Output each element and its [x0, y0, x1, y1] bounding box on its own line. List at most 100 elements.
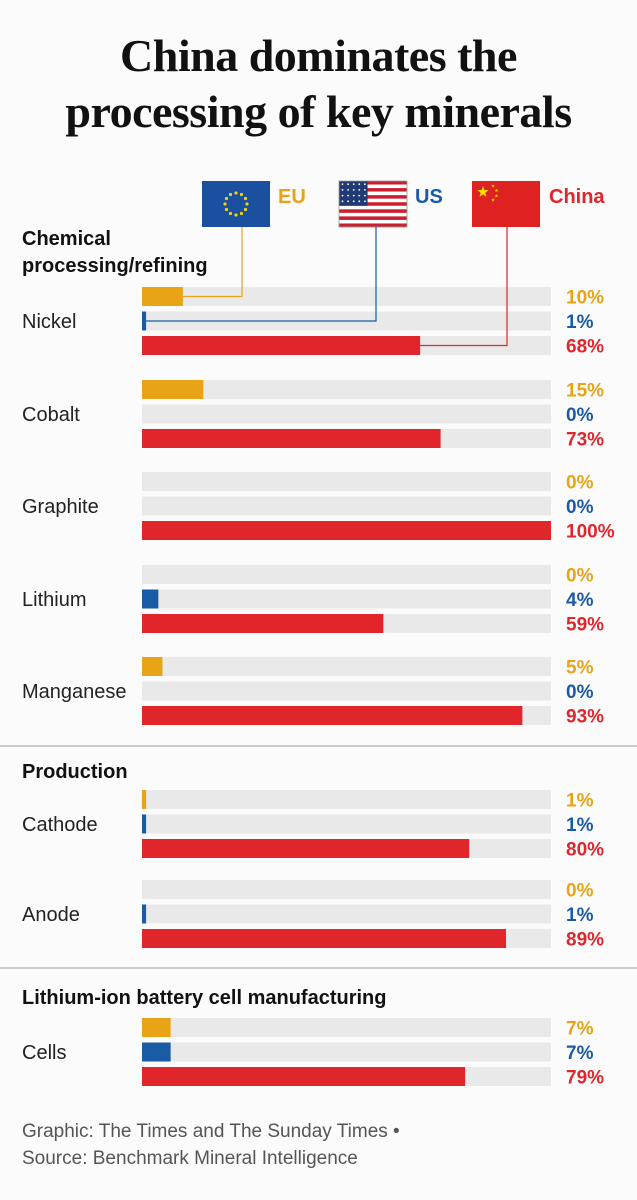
bar-chart: EU US China Chemical processing/refining Nick… [0, 180, 637, 1089]
eu-star [224, 196, 229, 201]
data-label-china-nickel: 68% [566, 337, 604, 358]
china-small-star [494, 194, 499, 198]
bar-track [142, 880, 551, 899]
bar-track [142, 904, 551, 924]
category-label-cells: Cells [22, 1042, 66, 1064]
bar-china-graphite [142, 521, 551, 540]
data-label-us-cobalt: 0% [566, 405, 594, 426]
data-label-china-cells: 79% [566, 1068, 604, 1089]
data-label-eu-anode: 0% [566, 881, 594, 902]
us-stripe [339, 202, 407, 206]
eu-star [239, 192, 244, 197]
leader-line-china [420, 227, 508, 347]
bar-track [142, 287, 551, 306]
us-stripe [339, 184, 407, 189]
chart-title: China dominates the processing of key mi… [0, 28, 637, 140]
bar-us-nickel [142, 311, 147, 331]
bar-track [142, 1018, 551, 1037]
us-star [347, 183, 349, 186]
us-star [358, 194, 361, 197]
bar-us-anode [142, 904, 147, 924]
china-big-star [477, 186, 489, 197]
us-star [352, 200, 355, 203]
eu-star [223, 202, 227, 206]
data-label-us-graphite: 0% [566, 497, 594, 518]
bar-us-cells [142, 1042, 171, 1062]
bar-china-manganese [142, 706, 523, 725]
china-small-star [494, 188, 499, 193]
data-label-china-manganese: 93% [566, 707, 604, 728]
data-label-china-anode: 89% [566, 930, 604, 951]
section-heading: Lithium-ion battery cell manufacturing [22, 987, 386, 1009]
us-star [341, 194, 344, 197]
data-label-us-nickel: 1% [566, 312, 594, 333]
bar-track [142, 657, 551, 676]
data-label-eu-cells: 7% [566, 1019, 594, 1040]
bar-eu-cobalt [142, 380, 204, 399]
data-label-us-anode: 1% [566, 905, 594, 926]
bar-china-anode [142, 929, 507, 948]
us-star [358, 200, 361, 203]
us-star [341, 183, 344, 186]
bar-us-cathode [142, 814, 147, 834]
chart-title-line-2: processing of key minerals [65, 86, 572, 138]
section-heading: Chemical [22, 228, 111, 250]
bar-eu-cathode [142, 790, 147, 809]
data-label-eu-cobalt: 15% [566, 381, 604, 402]
us-flag-border [338, 180, 408, 228]
legend-label-us: US [415, 186, 443, 208]
bar-china-cobalt [142, 429, 441, 448]
us-stripe [339, 191, 407, 196]
data-label-china-lithium: 59% [566, 615, 604, 636]
bar-track [142, 496, 551, 516]
us-flag [338, 180, 408, 228]
eu-star [234, 213, 238, 217]
legend-label-eu: EU [278, 186, 306, 208]
china-flag [472, 181, 540, 227]
data-label-us-cathode: 1% [566, 815, 594, 836]
us-star [347, 200, 349, 203]
category-label-manganese: Manganese [22, 681, 127, 703]
us-star [341, 189, 344, 191]
bar-eu-cells [142, 1018, 171, 1037]
us-star [364, 194, 366, 197]
data-label-china-cobalt: 73% [566, 430, 604, 451]
data-label-eu-lithium: 0% [566, 566, 594, 587]
us-stripe [339, 209, 407, 214]
bar-china-cells [142, 1067, 466, 1086]
footer-credit: Graphic: The Times and The Sunday Times … [22, 1121, 400, 1142]
data-label-eu-nickel: 10% [566, 288, 604, 309]
data-label-eu-graphite: 0% [566, 473, 594, 494]
bar-china-cathode [142, 839, 470, 858]
us-stripe [339, 223, 407, 228]
us-star [364, 183, 366, 186]
category-label-cathode: Cathode [22, 814, 98, 836]
data-label-china-graphite: 100% [566, 522, 615, 543]
data-label-us-cells: 7% [566, 1043, 594, 1064]
us-star [364, 189, 366, 191]
eu-star [228, 192, 233, 197]
bar-eu-nickel [142, 287, 183, 306]
us-star [358, 189, 361, 191]
eu-star [234, 191, 238, 195]
leader-line-eu [182, 227, 243, 298]
eu-star [228, 211, 233, 216]
category-label-cobalt: Cobalt [22, 404, 80, 426]
us-star [341, 200, 344, 203]
category-label-graphite: Graphite [22, 496, 99, 518]
china-small-star [491, 184, 495, 188]
legend-label-china: China [549, 186, 605, 208]
us-star [352, 183, 355, 186]
eu-star [243, 207, 248, 212]
eu-flag-field [202, 181, 270, 227]
us-stripe [339, 212, 407, 217]
bar-track [142, 814, 551, 834]
us-stripe [339, 219, 407, 224]
us-stripe [339, 216, 407, 221]
us-stripe [339, 181, 407, 185]
us-star [358, 183, 361, 186]
bar-track [142, 380, 551, 399]
us-star [347, 194, 349, 197]
bar-us-lithium [142, 589, 159, 609]
us-star [352, 189, 355, 191]
